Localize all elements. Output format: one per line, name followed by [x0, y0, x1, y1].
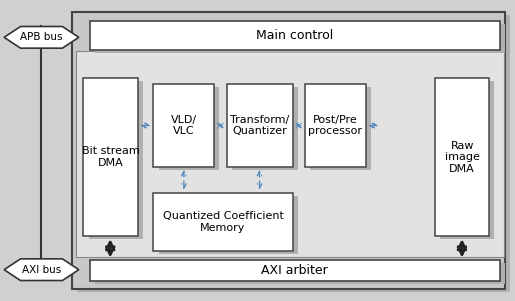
FancyBboxPatch shape: [76, 51, 504, 257]
Polygon shape: [4, 26, 79, 48]
FancyBboxPatch shape: [83, 78, 138, 236]
Text: Main control: Main control: [256, 29, 334, 42]
FancyBboxPatch shape: [153, 193, 293, 251]
FancyBboxPatch shape: [89, 81, 143, 239]
Text: Transform/
Quantizer: Transform/ Quantizer: [230, 115, 289, 136]
Polygon shape: [4, 259, 79, 281]
Text: Post/Pre
processor: Post/Pre processor: [308, 115, 362, 136]
FancyBboxPatch shape: [440, 81, 494, 239]
FancyBboxPatch shape: [159, 87, 219, 170]
FancyBboxPatch shape: [153, 84, 214, 167]
FancyBboxPatch shape: [310, 87, 371, 170]
FancyBboxPatch shape: [95, 263, 505, 284]
Text: Raw
image
DMA: Raw image DMA: [445, 141, 479, 174]
Text: VLD/
VLC: VLD/ VLC: [171, 115, 197, 136]
Text: AXI bus: AXI bus: [22, 265, 61, 275]
FancyBboxPatch shape: [95, 24, 505, 53]
Text: Quantized Coefficient
Memory: Quantized Coefficient Memory: [163, 211, 283, 233]
Text: AXI arbiter: AXI arbiter: [262, 264, 328, 278]
FancyBboxPatch shape: [77, 15, 510, 292]
Text: APB bus: APB bus: [20, 32, 63, 42]
FancyBboxPatch shape: [90, 21, 500, 50]
FancyBboxPatch shape: [232, 87, 298, 170]
FancyBboxPatch shape: [90, 260, 500, 281]
FancyBboxPatch shape: [72, 12, 505, 289]
FancyBboxPatch shape: [227, 84, 293, 167]
Text: Bit stream
DMA: Bit stream DMA: [81, 147, 140, 168]
FancyBboxPatch shape: [435, 78, 489, 236]
FancyBboxPatch shape: [159, 196, 298, 254]
FancyBboxPatch shape: [305, 84, 366, 167]
